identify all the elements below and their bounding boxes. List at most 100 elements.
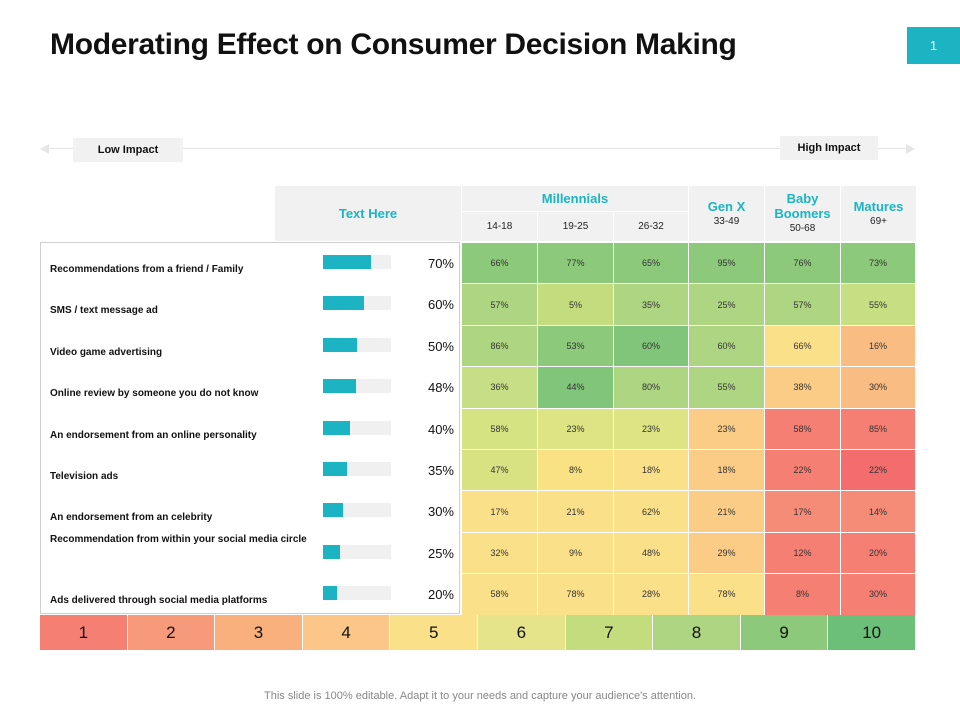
heatmap-cell: 62%: [614, 491, 689, 533]
heatmap-cell: 76%: [765, 243, 841, 285]
matures-age: 69+: [870, 215, 887, 227]
factor-bar-track: [323, 296, 391, 311]
scale-step: 4: [302, 615, 391, 650]
scale-step: 10: [828, 615, 916, 650]
gen-x-age: 33-49: [713, 215, 740, 227]
header-matures: Matures 69+: [841, 186, 916, 241]
header-baby-boomers: Baby Boomers 50-68: [765, 186, 840, 241]
heatmap-cell: 58%: [462, 574, 538, 616]
heatmap-cell: 66%: [765, 325, 841, 368]
factor-percent: 40%: [427, 421, 454, 437]
heatmap-cell: 17%: [765, 491, 841, 533]
heatmap-cell: 53%: [538, 325, 614, 368]
baby-boomers-label: Baby Boomers: [774, 191, 831, 221]
heatmap-cell: 23%: [614, 408, 689, 450]
factor-bar-fill: [323, 337, 357, 352]
factor-bar-track: [323, 586, 391, 601]
heatmap-cell: 32%: [462, 532, 538, 575]
heatmap-cell: 35%: [614, 284, 689, 326]
scale-step: 7: [565, 615, 654, 650]
scale-step: 5: [390, 615, 478, 650]
heatmap-cell: 95%: [689, 243, 765, 285]
heatmap-cell: 73%: [841, 243, 916, 285]
factor-bar-track: [323, 544, 391, 559]
heatmap-cell: 23%: [689, 408, 765, 450]
heatmap-cell: 80%: [614, 367, 689, 409]
header-millennials: Millennials: [462, 186, 688, 211]
scale-step: 6: [478, 615, 566, 650]
scale-step: 9: [740, 615, 829, 650]
heatmap-cell: 85%: [841, 408, 916, 450]
scale-step: 8: [653, 615, 741, 650]
factor-bar-track: [323, 255, 391, 269]
matures-label: Matures: [853, 198, 904, 214]
factor-bar-track: [323, 379, 391, 394]
factor-label: Recommendation from within your social m…: [50, 533, 307, 545]
factor-label: An endorsement from an celebrity: [50, 512, 213, 524]
factor-bar-track: [323, 503, 391, 518]
heatmap-cell: 48%: [614, 532, 689, 575]
factor-label: Ads delivered through social media platf…: [50, 595, 268, 607]
heatmap-cell: 22%: [841, 450, 916, 492]
factor-percent: 60%: [427, 297, 454, 313]
factor-bar-fill: [323, 503, 344, 518]
heatmap-cell: 29%: [689, 532, 765, 575]
heatmap-cell: 30%: [841, 367, 916, 409]
heatmap-cell: 58%: [765, 408, 841, 450]
heatmap-cell: 23%: [538, 408, 614, 450]
factor-percent: 48%: [427, 380, 454, 396]
factor-percent: 70%: [427, 256, 454, 271]
heatmap-cell: 8%: [765, 574, 841, 616]
heatmap-cell: 28%: [614, 574, 689, 616]
factor-bar-track: [323, 420, 391, 435]
header-age-14-18: 14-18: [462, 212, 537, 241]
page-title: Moderating Effect on Consumer Decision M…: [50, 28, 737, 61]
low-impact-label: Low Impact: [73, 138, 183, 162]
heatmap-cell: 57%: [765, 284, 841, 326]
factor-percent: 35%: [427, 463, 454, 478]
arrow-right-icon: [906, 144, 915, 154]
heatmap-cell: 12%: [765, 532, 841, 575]
heatmap-cell: 9%: [538, 532, 614, 575]
heatmap-cell: 25%: [689, 284, 765, 326]
header-gen-x: Gen X 33-49: [689, 186, 764, 241]
heatmap-cell: 36%: [462, 367, 538, 409]
heatmap-cell: 47%: [462, 450, 538, 492]
scale-step: 1: [40, 615, 128, 650]
factor-percent: 30%: [427, 504, 454, 520]
footer-note: This slide is 100% editable. Adapt it to…: [264, 690, 696, 702]
heatmap-cell: 21%: [538, 491, 614, 533]
heatmap-cell: 18%: [614, 450, 689, 492]
factor-label: Television ads: [50, 471, 119, 482]
heatmap-cell: 30%: [841, 574, 916, 616]
factor-bar-fill: [323, 255, 371, 269]
factor-label: Recommendations from a friend / Family: [50, 264, 244, 275]
factor-bar-track: [323, 462, 391, 476]
heatmap-cell: 38%: [765, 367, 841, 409]
factor-bar-fill: [323, 420, 351, 435]
factor-label: An endorsement from an online personalit…: [50, 429, 257, 441]
heatmap-cell: 55%: [841, 284, 916, 326]
arrow-left-icon: [40, 144, 49, 154]
heatmap-cell: 58%: [462, 408, 538, 450]
page-number-badge: 1: [907, 27, 960, 64]
factor-bar-fill: [323, 586, 337, 601]
scale-step: 2: [127, 615, 216, 650]
factor-label: SMS / text message ad: [50, 305, 158, 317]
impact-scale-line: [44, 148, 914, 149]
scale-step: 3: [215, 615, 303, 650]
heatmap-cell: 18%: [689, 450, 765, 492]
heatmap-cell: 21%: [689, 491, 765, 533]
factor-percent: 20%: [427, 587, 454, 603]
factor-label: Video game advertising: [50, 346, 163, 358]
heatmap-cell: 77%: [538, 243, 614, 285]
heatmap-cell: 66%: [462, 243, 538, 285]
heatmap-cell: 57%: [462, 284, 538, 326]
factor-label: Online review by someone you do not know: [50, 388, 259, 400]
heatmap-cell: 86%: [462, 325, 538, 368]
heatmap-cell: 22%: [765, 450, 841, 492]
heatmap-cell: 78%: [689, 574, 765, 616]
heatmap-cell: 14%: [841, 491, 916, 533]
gen-x-label: Gen X: [707, 198, 746, 214]
factor-bar-track: [323, 337, 391, 352]
